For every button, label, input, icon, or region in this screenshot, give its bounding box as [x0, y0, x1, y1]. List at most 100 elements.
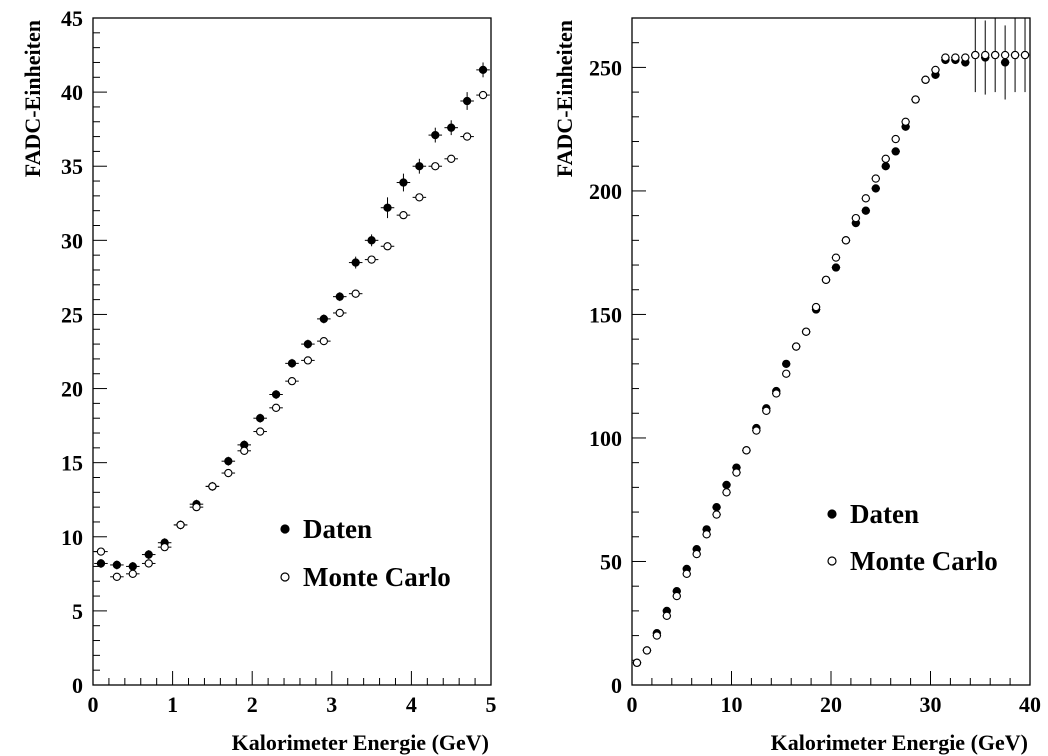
x-tick-label: 1	[167, 692, 178, 717]
y-tick-label: 40	[61, 80, 83, 105]
y-axis-title: FADC-Einheiten	[20, 20, 45, 177]
legend-label-monte-carlo: Monte Carlo	[850, 546, 998, 576]
data-point	[981, 50, 990, 60]
x-tick-label: 3	[326, 692, 337, 717]
data-point	[128, 562, 137, 571]
data-point	[722, 480, 731, 490]
y-tick-label: 100	[589, 426, 622, 451]
data-point	[96, 559, 106, 568]
plot-frame	[92, 17, 492, 686]
data-point	[881, 162, 890, 171]
data-point	[415, 193, 424, 202]
data-point	[861, 194, 870, 203]
data-point	[712, 510, 721, 519]
data-point	[901, 117, 910, 126]
x-tick-label: 40	[1019, 692, 1041, 717]
data-point	[732, 468, 741, 477]
data-point	[319, 314, 328, 324]
legend-label-daten: Daten	[303, 514, 372, 544]
y-tick-label: 45	[61, 6, 83, 31]
legend-marker-daten	[827, 509, 837, 519]
data-point	[462, 132, 472, 141]
data-point	[224, 468, 233, 478]
data-point	[752, 426, 761, 435]
data-point	[831, 263, 841, 272]
y-tick-label: 0	[611, 673, 622, 698]
data-point	[821, 275, 831, 285]
data-point	[921, 75, 930, 84]
data-point	[1000, 50, 1010, 60]
data-point	[662, 611, 671, 620]
data-point	[431, 130, 440, 140]
data-point	[96, 547, 106, 556]
y-tick-label: 20	[61, 377, 83, 402]
x-tick-label: 10	[721, 692, 743, 717]
y-tick-label: 35	[61, 154, 83, 179]
data-point	[462, 96, 472, 106]
data-point	[692, 549, 701, 559]
data-point	[240, 446, 249, 455]
legend-marker-daten	[280, 524, 290, 534]
data-point	[672, 591, 681, 601]
data-point	[971, 50, 980, 60]
data-point	[192, 502, 201, 512]
data-point	[891, 134, 900, 144]
data-point	[682, 569, 691, 578]
data-point	[811, 302, 821, 312]
data-point	[941, 53, 950, 62]
data-point	[256, 414, 265, 423]
x-tick-label: 4	[406, 692, 417, 717]
legend-marker-monte-carlo	[280, 572, 290, 582]
data-point	[478, 65, 488, 75]
data-point	[383, 242, 392, 251]
data-point	[931, 65, 940, 75]
data-point	[208, 482, 217, 491]
data-point	[801, 327, 811, 336]
data-point	[367, 236, 376, 245]
data-point	[271, 390, 281, 399]
data-point	[447, 123, 456, 132]
x-axis-title: Kalorimeter Energie (GeV)	[771, 730, 1028, 755]
data-point	[128, 569, 137, 578]
y-tick-label: 250	[589, 55, 622, 80]
y-tick-label: 200	[589, 179, 622, 204]
data-point	[271, 403, 281, 412]
data-point	[782, 359, 791, 369]
data-point	[851, 213, 861, 223]
data-point	[303, 339, 313, 349]
y-tick-label: 10	[61, 525, 83, 550]
data-point	[1020, 50, 1030, 60]
y-tick-label: 0	[72, 673, 83, 698]
data-point	[287, 359, 297, 368]
data-point	[831, 253, 841, 262]
x-tick-label: 5	[486, 692, 497, 717]
data-point	[961, 53, 970, 62]
legend-marker-monte-carlo	[827, 556, 837, 566]
legend: Daten Monte Carlo	[827, 499, 998, 576]
data-point	[303, 356, 313, 365]
legend-label-daten: Daten	[850, 499, 919, 529]
data-point	[772, 389, 781, 398]
series-monte-carlo	[632, 50, 1030, 667]
data-point	[399, 210, 408, 220]
data-point	[722, 488, 731, 497]
data-point	[951, 53, 960, 62]
x-tick-label: 0	[88, 692, 99, 717]
x-tick-label: 30	[920, 692, 942, 717]
series-monte-carlo	[94, 90, 490, 581]
data-point	[256, 427, 265, 436]
legend-label-monte-carlo: Monte Carlo	[303, 562, 451, 592]
data-point	[176, 520, 185, 530]
data-point	[112, 560, 122, 570]
y-tick-label: 15	[61, 451, 83, 476]
data-point	[447, 154, 456, 163]
y-tick-label: 25	[61, 302, 83, 327]
data-point	[792, 342, 801, 351]
data-point	[652, 631, 662, 640]
data-point	[415, 162, 424, 171]
data-point	[112, 572, 122, 581]
data-point	[841, 236, 851, 245]
data-point	[911, 95, 920, 104]
y-tick-label: 150	[589, 302, 622, 327]
